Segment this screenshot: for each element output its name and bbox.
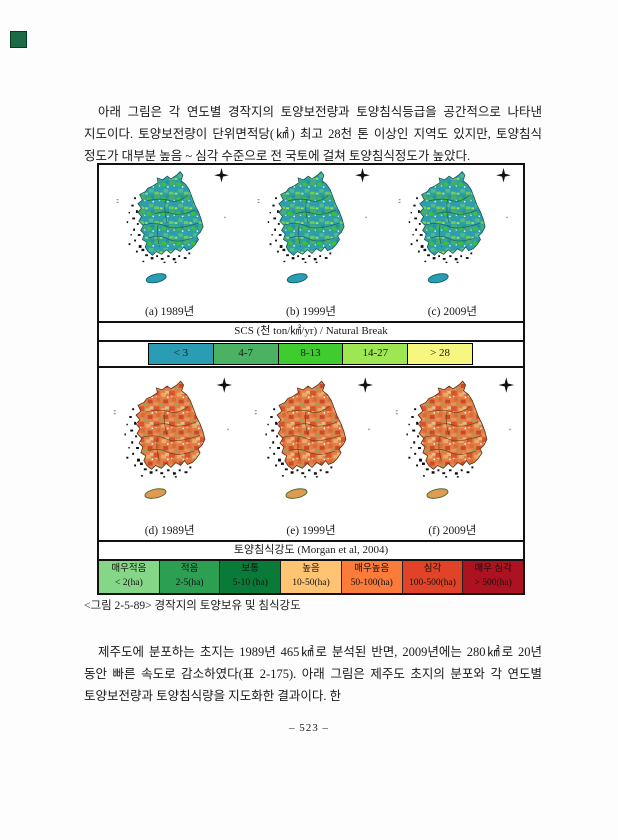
erosion-legend-cell: 매우높음 50-100(ha) xyxy=(340,561,402,593)
paragraph-bottom: 제주도에 분포하는 초지는 1989년 465㎢로 분석된 반면, 2009년에… xyxy=(84,644,542,703)
figure-2-5-89: (a) 1989년 (b) 1999년 (c) 2009년 SCS (천 ton… xyxy=(97,163,525,595)
korea-choropleth-scs-1999 xyxy=(248,166,374,304)
erosion-class-range: 100-500(ha) xyxy=(408,577,456,588)
map-label-e: (e) 1999년 xyxy=(286,525,336,537)
map-cell-b: (b) 1999년 xyxy=(240,165,381,321)
scs-legend-spacer-left xyxy=(99,342,149,366)
scs-legend-cell: 4-7 xyxy=(212,343,279,365)
korea-choropleth-scs-2009 xyxy=(389,166,515,304)
erosion-legend-cell: 심각 100-500(ha) xyxy=(401,561,463,593)
scs-map-panel: (a) 1989년 (b) 1999년 (c) 2009년 xyxy=(99,165,523,323)
scs-legend-cell: > 28 xyxy=(407,343,473,365)
erosion-legend-cell: 적음 2-5(ha) xyxy=(158,561,220,593)
erosion-class-range: 10-50(ha) xyxy=(292,577,330,588)
erosion-class-label: 매우적음 xyxy=(111,564,147,574)
erosion-legend-title: 토양침식강도 (Morgan et al, 2004) xyxy=(99,542,523,561)
scs-legend-spacer-right xyxy=(473,342,523,366)
erosion-class-range: 2-5(ha) xyxy=(175,577,204,588)
erosion-class-label: 매우높음 xyxy=(354,564,390,574)
erosion-map-panel: (d) 1989년 (e) 1999년 (f) 2009년 xyxy=(99,368,523,542)
map-cell-f: (f) 2009년 xyxy=(382,368,523,540)
page-number: – 523 – xyxy=(289,722,329,734)
erosion-class-range: < 2(ha) xyxy=(114,577,143,588)
erosion-class-range: 50-100(ha) xyxy=(350,577,393,588)
map-label-c: (c) 2009년 xyxy=(427,306,477,318)
map-cell-e: (e) 1999년 xyxy=(240,368,381,540)
scs-legend-cell: 14-27 xyxy=(342,343,409,365)
korea-choropleth-erosion-1989 xyxy=(107,373,233,523)
scs-legend-cell: 8-13 xyxy=(277,343,344,365)
scs-legend-bar: < 3 4-7 8-13 14-27 > 28 xyxy=(99,342,523,368)
erosion-legend-bar: 매우적음 < 2(ha) 적음 2-5(ha) 보통 5-10 (ha) 높음 … xyxy=(99,561,524,593)
figure-caption: <그림 2-5-89> 경작지의 토양보유 및 침식강도 xyxy=(84,600,301,612)
erosion-class-label: 보통 xyxy=(241,564,260,574)
paragraph-top: 아래 그림은 각 연도별 경작지의 토양보전량과 토양침식등급을 공간적으로 나… xyxy=(84,104,542,163)
map-label-f: (f) 2009년 xyxy=(428,525,477,537)
erosion-class-range: 5-10 (ha) xyxy=(232,577,268,588)
map-label-b: (b) 1999년 xyxy=(286,306,336,318)
page-corner-mark xyxy=(10,31,27,48)
map-label-d: (d) 1989년 xyxy=(144,525,195,537)
korea-choropleth-erosion-1999 xyxy=(248,373,374,523)
erosion-legend-cell: 매우적음 < 2(ha) xyxy=(99,561,159,593)
scs-legend-cell: < 3 xyxy=(148,343,214,365)
korea-choropleth-erosion-2009 xyxy=(389,373,515,523)
erosion-legend-cell: 보통 5-10 (ha) xyxy=(219,561,281,593)
erosion-class-label: 심각 xyxy=(423,564,442,574)
erosion-class-label: 적음 xyxy=(180,564,199,574)
erosion-legend-cell: 매우 심각 > 500(ha) xyxy=(462,561,524,593)
map-cell-d: (d) 1989년 xyxy=(99,368,240,540)
erosion-legend-cell: 높음 10-50(ha) xyxy=(280,561,341,593)
scs-legend-title: SCS (천 ton/㎢/yr) / Natural Break xyxy=(99,323,523,342)
map-label-a: (a) 1989년 xyxy=(145,306,195,318)
map-cell-a: (a) 1989년 xyxy=(99,165,240,321)
map-cell-c: (c) 2009년 xyxy=(382,165,523,321)
erosion-class-range: > 500(ha) xyxy=(474,577,512,588)
korea-choropleth-scs-1989 xyxy=(107,166,233,304)
erosion-class-label: 매우 심각 xyxy=(474,564,512,574)
erosion-class-label: 높음 xyxy=(302,564,320,574)
